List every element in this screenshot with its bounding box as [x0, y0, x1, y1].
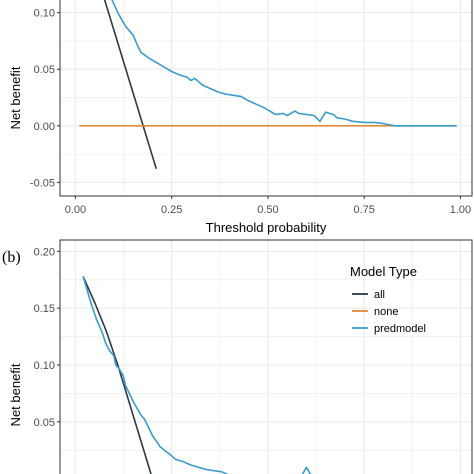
- panel-a: -0.05 0.00 0.05 0.10 0.00 0.25 0.50 0.75 1.00 Thr…: [8, 0, 473, 235]
- y-axis-title: Net benefit: [8, 66, 23, 129]
- y-tick-label: -0.05: [30, 177, 55, 189]
- gridlines: [60, 0, 472, 196]
- panel-border: [59, 0, 473, 197]
- series-line-predmodel: [111, 0, 457, 127]
- gridlines: [60, 240, 472, 474]
- legend-label-all: all: [374, 289, 385, 301]
- y-tick-label: 0.00: [34, 121, 55, 133]
- series-line-all: [103, 0, 158, 170]
- y-tick-label: 0.20: [34, 246, 55, 258]
- series-line-all: [82, 276, 152, 474]
- y-tick-label: 0.05: [34, 64, 55, 76]
- x-tick-label: 0.25: [161, 204, 182, 216]
- y-axis-title: Net benefit: [8, 363, 23, 426]
- legend-label-predmodel: predmodel: [374, 323, 426, 335]
- y-tick-label: 0.05: [34, 417, 55, 429]
- y-tick-label: 0.15: [34, 303, 55, 315]
- panel-label: (b): [2, 249, 21, 266]
- series-group: [79, 0, 457, 170]
- x-tick-label: 0.50: [257, 204, 278, 216]
- legend: Model Type all none predmodel: [350, 264, 426, 335]
- y-tick-label: 0.10: [34, 8, 55, 20]
- legend-label-none: none: [374, 306, 398, 318]
- x-axis-title: Threshold probability: [206, 220, 327, 235]
- x-tick-label: 0.75: [353, 204, 374, 216]
- y-tick-label: 0.10: [34, 360, 55, 372]
- series-group: [82, 276, 313, 474]
- x-tick-label: 0.00: [65, 204, 86, 216]
- x-tick-label: 1.00: [450, 204, 471, 216]
- series-line-predmodel: [82, 276, 313, 474]
- legend-title: Model Type: [350, 264, 417, 279]
